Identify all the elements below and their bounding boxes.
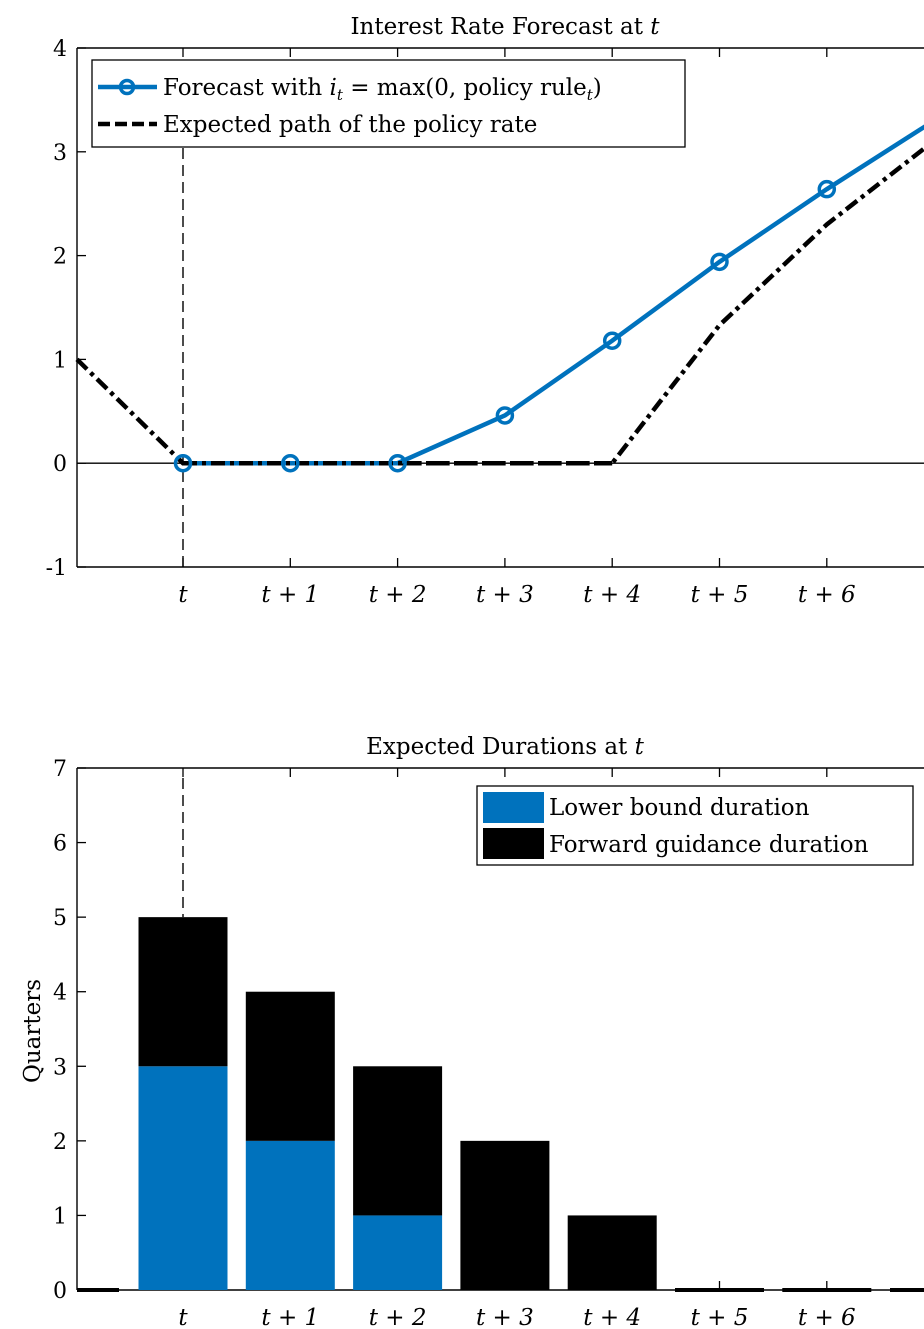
bar-forward-guidance [245,991,335,1141]
top-legend: Forecast with it = max(0, policy rulet) … [91,59,686,148]
bar-lower-bound [353,1215,443,1290]
x-tick-label: t [178,1305,188,1329]
legend-marker-forecast [118,78,136,96]
series-forecast-point [173,453,193,473]
chart-title: Expected Durations at t [366,734,644,760]
bar-lower-bound [138,1066,228,1290]
bottom-plot-area [77,778,924,1292]
top-plot-area [75,124,924,567]
y-axis-label: Quarters [20,979,46,1083]
y-tick-label: 3 [53,141,67,166]
y-tick-label: 1 [53,348,67,373]
bar-forward-guidance [460,1140,550,1290]
bar-forward-guidance [138,917,228,1067]
x-tick-label: t + 1 [261,1305,319,1329]
y-tick-label: 4 [53,37,67,62]
legend-entry-expected-path: Expected path of the policy rate [98,112,537,138]
series-forecast-line [183,124,924,466]
x-tick-label: t + 6 [798,1305,856,1329]
chart-title: Interest Rate Forecast at t [350,14,660,40]
bar-lower-bound [245,1140,335,1290]
x-tick-label: t [178,582,188,608]
y-tick-label: -1 [46,556,67,581]
legend-box [91,59,686,148]
legend-label-forecast: Forecast with it = max(0, policy rulet) [163,75,602,104]
x-tick-label: t + 1 [261,582,319,608]
y-tick-label: 0 [53,1279,67,1304]
y-tick-label: 4 [53,981,67,1006]
x-tick-label: t + 3 [476,582,534,608]
legend-box [476,785,914,866]
y-tick-label: 7 [53,757,67,782]
x-tick-label: t + 6 [798,582,856,608]
series-forecast-point [281,453,300,473]
legend-label-expected-path: Expected path of the policy rate [163,112,537,138]
y-tick-label: 2 [53,245,67,270]
x-tick-label: t + 2 [369,582,427,608]
x-tick-label: t + 4 [583,1305,641,1329]
y-tick-label: 2 [53,1130,67,1155]
x-tick-label: t + 3 [476,1305,534,1329]
interest-rate-chart: Interest Rate Forecast at t -1 0 1 2 3 4 t t + … [46,14,924,608]
bar-forward-guidance [353,1066,443,1216]
y-tick-label: 0 [53,452,67,477]
y-tick-label: 3 [53,1055,67,1080]
x-tick-label: t + 5 [691,1305,749,1329]
series-forecast-point [817,179,837,199]
legend-swatch-lower-bound [483,792,544,823]
bar-forward-guidance [567,1215,657,1290]
top-axes: -1 0 1 2 3 4 t t + 1 t + 2 t + 3 t + 4 t + 5 t + 6 [46,37,924,608]
x-tick-label: t + 5 [691,582,749,608]
legend-swatch-forward-guidance [483,828,544,859]
legend-entry-forecast: Forecast with it = max(0, policy rulet) [98,75,602,104]
expected-durations-chart: Expected Durations at t Quarters 0 1 2 3 4 5 6… [20,734,924,1329]
series-forecast-point [388,453,407,473]
x-tick-label: t + 4 [583,582,641,608]
legend-label-forward-guidance: Forward guidance duration [549,832,869,858]
series-forecast-point [602,331,622,350]
bottom-axes: 0 1 2 3 4 5 6 7 t t + 1 t + 2 t + 3 t + 4 t + 5 t + 6 [53,757,924,1329]
bottom-legend: Lower bound duration Forward guidance du… [476,785,914,866]
y-tick-label: 1 [53,1204,67,1229]
y-tick-label: 5 [53,906,67,931]
x-tick-label: t + 2 [369,1305,427,1329]
y-tick-label: 6 [53,832,67,857]
legend-label-lower-bound: Lower bound duration [549,795,810,821]
series-forecast-point [495,406,515,425]
series-forecast-point [710,252,729,272]
